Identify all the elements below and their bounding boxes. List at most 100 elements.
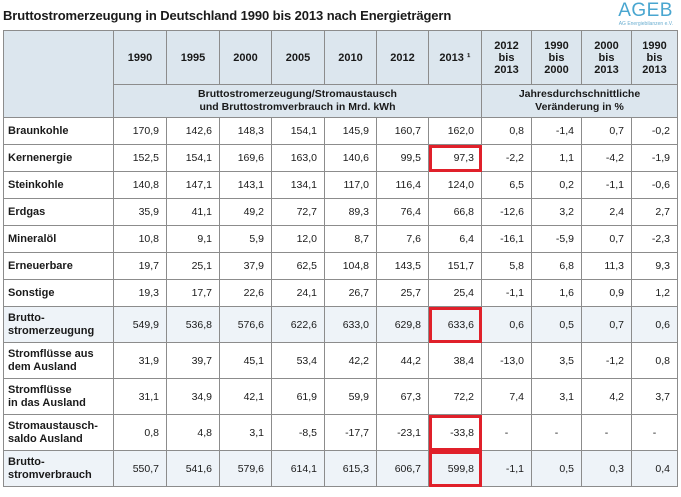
header-row-units: Bruttostromerzeugung/Stromaustausch und B… <box>4 84 678 118</box>
change-cell: -5,9 <box>531 225 582 253</box>
table-row: Kernenergie 152,5 154,1 169,6 163,0 140,6 99,5… <box>3 144 678 172</box>
col-header-2012: 2012 <box>376 30 429 85</box>
col-header-2013: 2013 ¹ <box>428 30 482 85</box>
change-cell: -1,2 <box>581 342 632 379</box>
col-header-change: 2000 bis 2013 <box>581 30 632 85</box>
change-cell: 0,7 <box>581 225 632 253</box>
value-cell: -17,7 <box>324 414 377 451</box>
value-cell: 163,0 <box>271 144 325 172</box>
table-row: Stromflüsse in das Ausland 31,1 34,9 42,1 61,… <box>3 378 678 415</box>
row-label: Steinkohle <box>3 171 114 199</box>
value-cell: 629,8 <box>376 306 429 343</box>
value-cell: 633,0 <box>324 306 377 343</box>
change-cell: 0,8 <box>631 342 678 379</box>
value-cell: 25,4 <box>428 279 482 307</box>
value-cell: 31,9 <box>113 342 167 379</box>
change-cell: 2,4 <box>581 198 632 226</box>
row-label: Stromaustausch-saldo Ausland <box>3 414 114 451</box>
change-cell: -1,4 <box>531 117 582 145</box>
value-cell: 162,0 <box>428 117 482 145</box>
value-cell: 62,5 <box>271 252 325 280</box>
change-cell: -0,2 <box>631 117 678 145</box>
value-cell: 61,9 <box>271 378 325 415</box>
table-row: Mineralöl 10,8 9,1 5,9 12,0 8,7 7,6 6,4 -16,1 -5,… <box>3 225 678 253</box>
value-cell: 12,0 <box>271 225 325 253</box>
change-cell: 0,6 <box>631 306 678 343</box>
data-table: 1990 1995 2000 2005 2010 2012 2013 ¹ 201… <box>3 30 678 487</box>
value-cell: 72,2 <box>428 378 482 415</box>
change-cell: 3,2 <box>531 198 582 226</box>
value-cell: 89,3 <box>324 198 377 226</box>
value-cell: 19,7 <box>113 252 167 280</box>
value-cell: 169,6 <box>219 144 272 172</box>
value-cell: 45,1 <box>219 342 272 379</box>
change-cell: 1,6 <box>531 279 582 307</box>
row-label: Brutto-stromerzeugung <box>3 306 114 343</box>
change-cell: 1,2 <box>631 279 678 307</box>
value-cell: 25,7 <box>376 279 429 307</box>
change-cell: 0,6 <box>481 306 532 343</box>
value-cell: 170,9 <box>113 117 167 145</box>
value-cell: 49,2 <box>219 198 272 226</box>
value-cell: 622,6 <box>271 306 325 343</box>
value-cell: 154,1 <box>166 144 220 172</box>
row-label: Kernenergie <box>3 144 114 172</box>
value-cell: 154,1 <box>271 117 325 145</box>
change-cell: -0,6 <box>631 171 678 199</box>
change-cell: -16,1 <box>481 225 532 253</box>
change-cell: 3,7 <box>631 378 678 415</box>
value-cell: 104,8 <box>324 252 377 280</box>
value-cell: -33,8 <box>428 414 482 451</box>
value-cell: 140,8 <box>113 171 167 199</box>
value-cell: 42,1 <box>219 378 272 415</box>
value-cell: 541,6 <box>166 450 220 487</box>
change-cell: 0,9 <box>581 279 632 307</box>
value-cell: 134,1 <box>271 171 325 199</box>
change-cell: 1,1 <box>531 144 582 172</box>
change-cell: - <box>481 414 532 451</box>
change-cell: - <box>581 414 632 451</box>
col-header-1990: 1990 <box>113 30 167 85</box>
value-cell: 31,1 <box>113 378 167 415</box>
change-cell: 4,2 <box>581 378 632 415</box>
row-label: Brutto-stromverbrauch <box>3 450 114 487</box>
value-cell: 26,7 <box>324 279 377 307</box>
value-cell: 599,8 <box>428 450 482 487</box>
col-header-change: 1990 bis 2000 <box>531 30 582 85</box>
value-cell: 38,4 <box>428 342 482 379</box>
value-cell: 72,7 <box>271 198 325 226</box>
row-label: Stromflüsse aus dem Ausland <box>3 342 114 379</box>
change-cell: -12,6 <box>481 198 532 226</box>
value-cell: 143,1 <box>219 171 272 199</box>
change-cell: 2,7 <box>631 198 678 226</box>
value-cell: 39,7 <box>166 342 220 379</box>
value-cell: 24,1 <box>271 279 325 307</box>
row-label: Sonstige <box>3 279 114 307</box>
row-label: Stromflüsse in das Ausland <box>3 378 114 415</box>
change-cell: 9,3 <box>631 252 678 280</box>
change-cell: 6,8 <box>531 252 582 280</box>
value-cell: 66,8 <box>428 198 482 226</box>
value-cell: 0,8 <box>113 414 167 451</box>
value-cell: 151,7 <box>428 252 482 280</box>
value-cell: 8,7 <box>324 225 377 253</box>
value-cell: 4,8 <box>166 414 220 451</box>
change-cell: -4,2 <box>581 144 632 172</box>
value-cell: 9,1 <box>166 225 220 253</box>
row-label: Erneuerbare <box>3 252 114 280</box>
table-row: Stromflüsse aus dem Ausland 31,9 39,7 45,1 53… <box>3 342 678 379</box>
change-cell: 11,3 <box>581 252 632 280</box>
value-cell: 44,2 <box>376 342 429 379</box>
value-cell: 536,8 <box>166 306 220 343</box>
value-cell: 59,9 <box>324 378 377 415</box>
change-cell: 0,7 <box>581 117 632 145</box>
value-cell: 579,6 <box>219 450 272 487</box>
change-cell: -1,1 <box>481 279 532 307</box>
value-cell: 614,1 <box>271 450 325 487</box>
value-cell: 37,9 <box>219 252 272 280</box>
value-cell: 19,3 <box>113 279 167 307</box>
page-title: Bruttostromerzeugung in Deutschland 1990… <box>3 8 452 23</box>
change-cell: 5,8 <box>481 252 532 280</box>
table-row: Stromaustausch-saldo Ausland 0,8 4,8 3,1 -8,… <box>3 414 678 451</box>
header-corner <box>3 30 114 118</box>
